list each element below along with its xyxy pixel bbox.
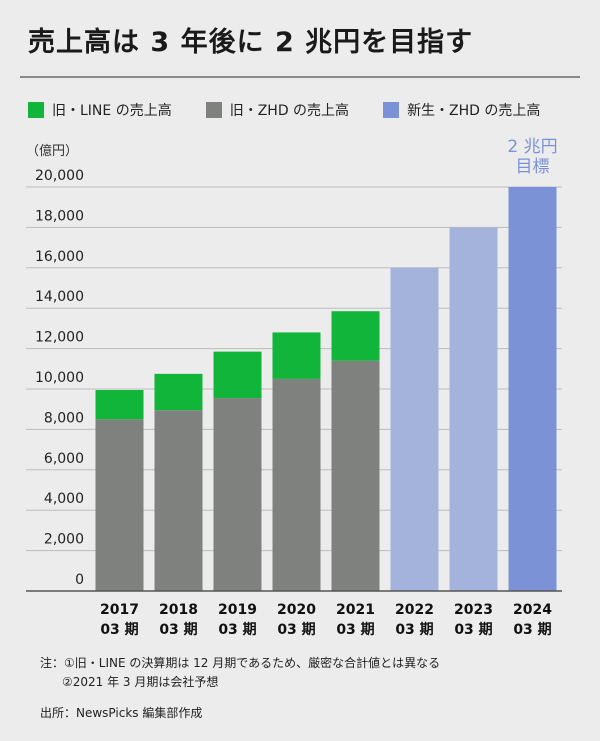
y-tick-label: 2,000 [44,532,84,548]
y-axis-unit-label: （億円） [26,144,79,159]
bar-segment [154,410,203,591]
x-tick-label: 2023 [454,602,493,618]
target-annotation: 2 兆円 [507,137,557,157]
bar-segment [272,378,321,591]
y-tick-label: 12,000 [35,330,84,346]
y-tick-label: 20,000 [35,168,84,184]
x-tick-label: 2024 [513,602,552,618]
bar-segment [213,398,262,591]
legend-swatch-old-line [28,102,44,118]
legend-label-new-zhd: 新生・ZHD の売上高 [407,103,541,119]
bar-segment [390,267,439,591]
x-tick-label: 03 期 [100,622,138,638]
legend-swatch-new-zhd [383,102,400,118]
legend-label-old-line: 旧・LINE の売上高 [52,103,172,119]
title-divider [20,76,580,78]
source-credit: 出所：NewsPicks 編集部作成 [40,706,203,720]
legend-item-old-zhd: 旧・ZHD の売上高 [205,100,350,120]
bar-segment [449,227,498,591]
y-tick-label: 14,000 [35,289,84,305]
legend: 旧・LINE の売上高 旧・ZHD の売上高 新生・ZHD の売上高 [28,100,574,120]
y-tick-label: 0 [75,572,84,588]
x-tick-label: 03 期 [336,622,374,638]
x-tick-label: 2019 [218,602,257,618]
y-tick-label: 18,000 [35,208,84,224]
footnote-2: ②2021 年 3 月期は会社予想 [62,675,219,689]
bar-segment [95,419,144,591]
x-tick-label: 03 期 [395,622,433,638]
legend-item-old-line: 旧・LINE の売上高 [28,100,172,120]
y-tick-label: 16,000 [35,249,84,265]
x-tick-label: 03 期 [218,622,256,638]
bar-segment [272,332,321,379]
y-tick-label: 10,000 [35,370,84,386]
footnote-1: 注：①旧・LINE の決算期は 12 月期であるため、厳密な合計値とは異なる [40,656,441,670]
x-tick-label: 03 期 [277,622,315,638]
bar-segment [331,360,380,591]
x-tick-label: 03 期 [454,622,492,638]
bar-segment [508,187,557,591]
target-annotation: 目標 [516,157,550,177]
legend-item-new-zhd: 新生・ZHD の売上高 [383,100,540,120]
y-tick-label: 8,000 [44,410,84,426]
chart-title: 売上高は 3 年後に 2 兆円を目指す [28,27,474,58]
y-tick-label: 6,000 [44,451,84,467]
bar-chart: 0 2,000 4,000 6,000 8,000 10,000 12,000 14,000 1… [26,137,562,638]
bar-segment [154,373,203,411]
x-tick-label: 2021 [336,602,375,618]
bar-segment [213,351,262,399]
x-tick-label: 2018 [159,602,198,618]
x-tick-label: 03 期 [159,622,197,638]
legend-label-old-zhd: 旧・ZHD の売上高 [229,103,350,119]
x-tick-label: 2022 [395,602,434,618]
y-tick-label: 4,000 [44,491,84,507]
bar-segment [95,390,144,420]
x-tick-label: 03 期 [513,622,551,638]
footnotes: 注：①旧・LINE の決算期は 12 月期であるため、厳密な合計値とは異なる ②… [40,654,440,692]
legend-swatch-old-zhd [205,102,222,118]
bar-segment [331,311,380,361]
x-tick-label: 2020 [277,602,316,618]
x-tick-label: 2017 [100,602,139,618]
